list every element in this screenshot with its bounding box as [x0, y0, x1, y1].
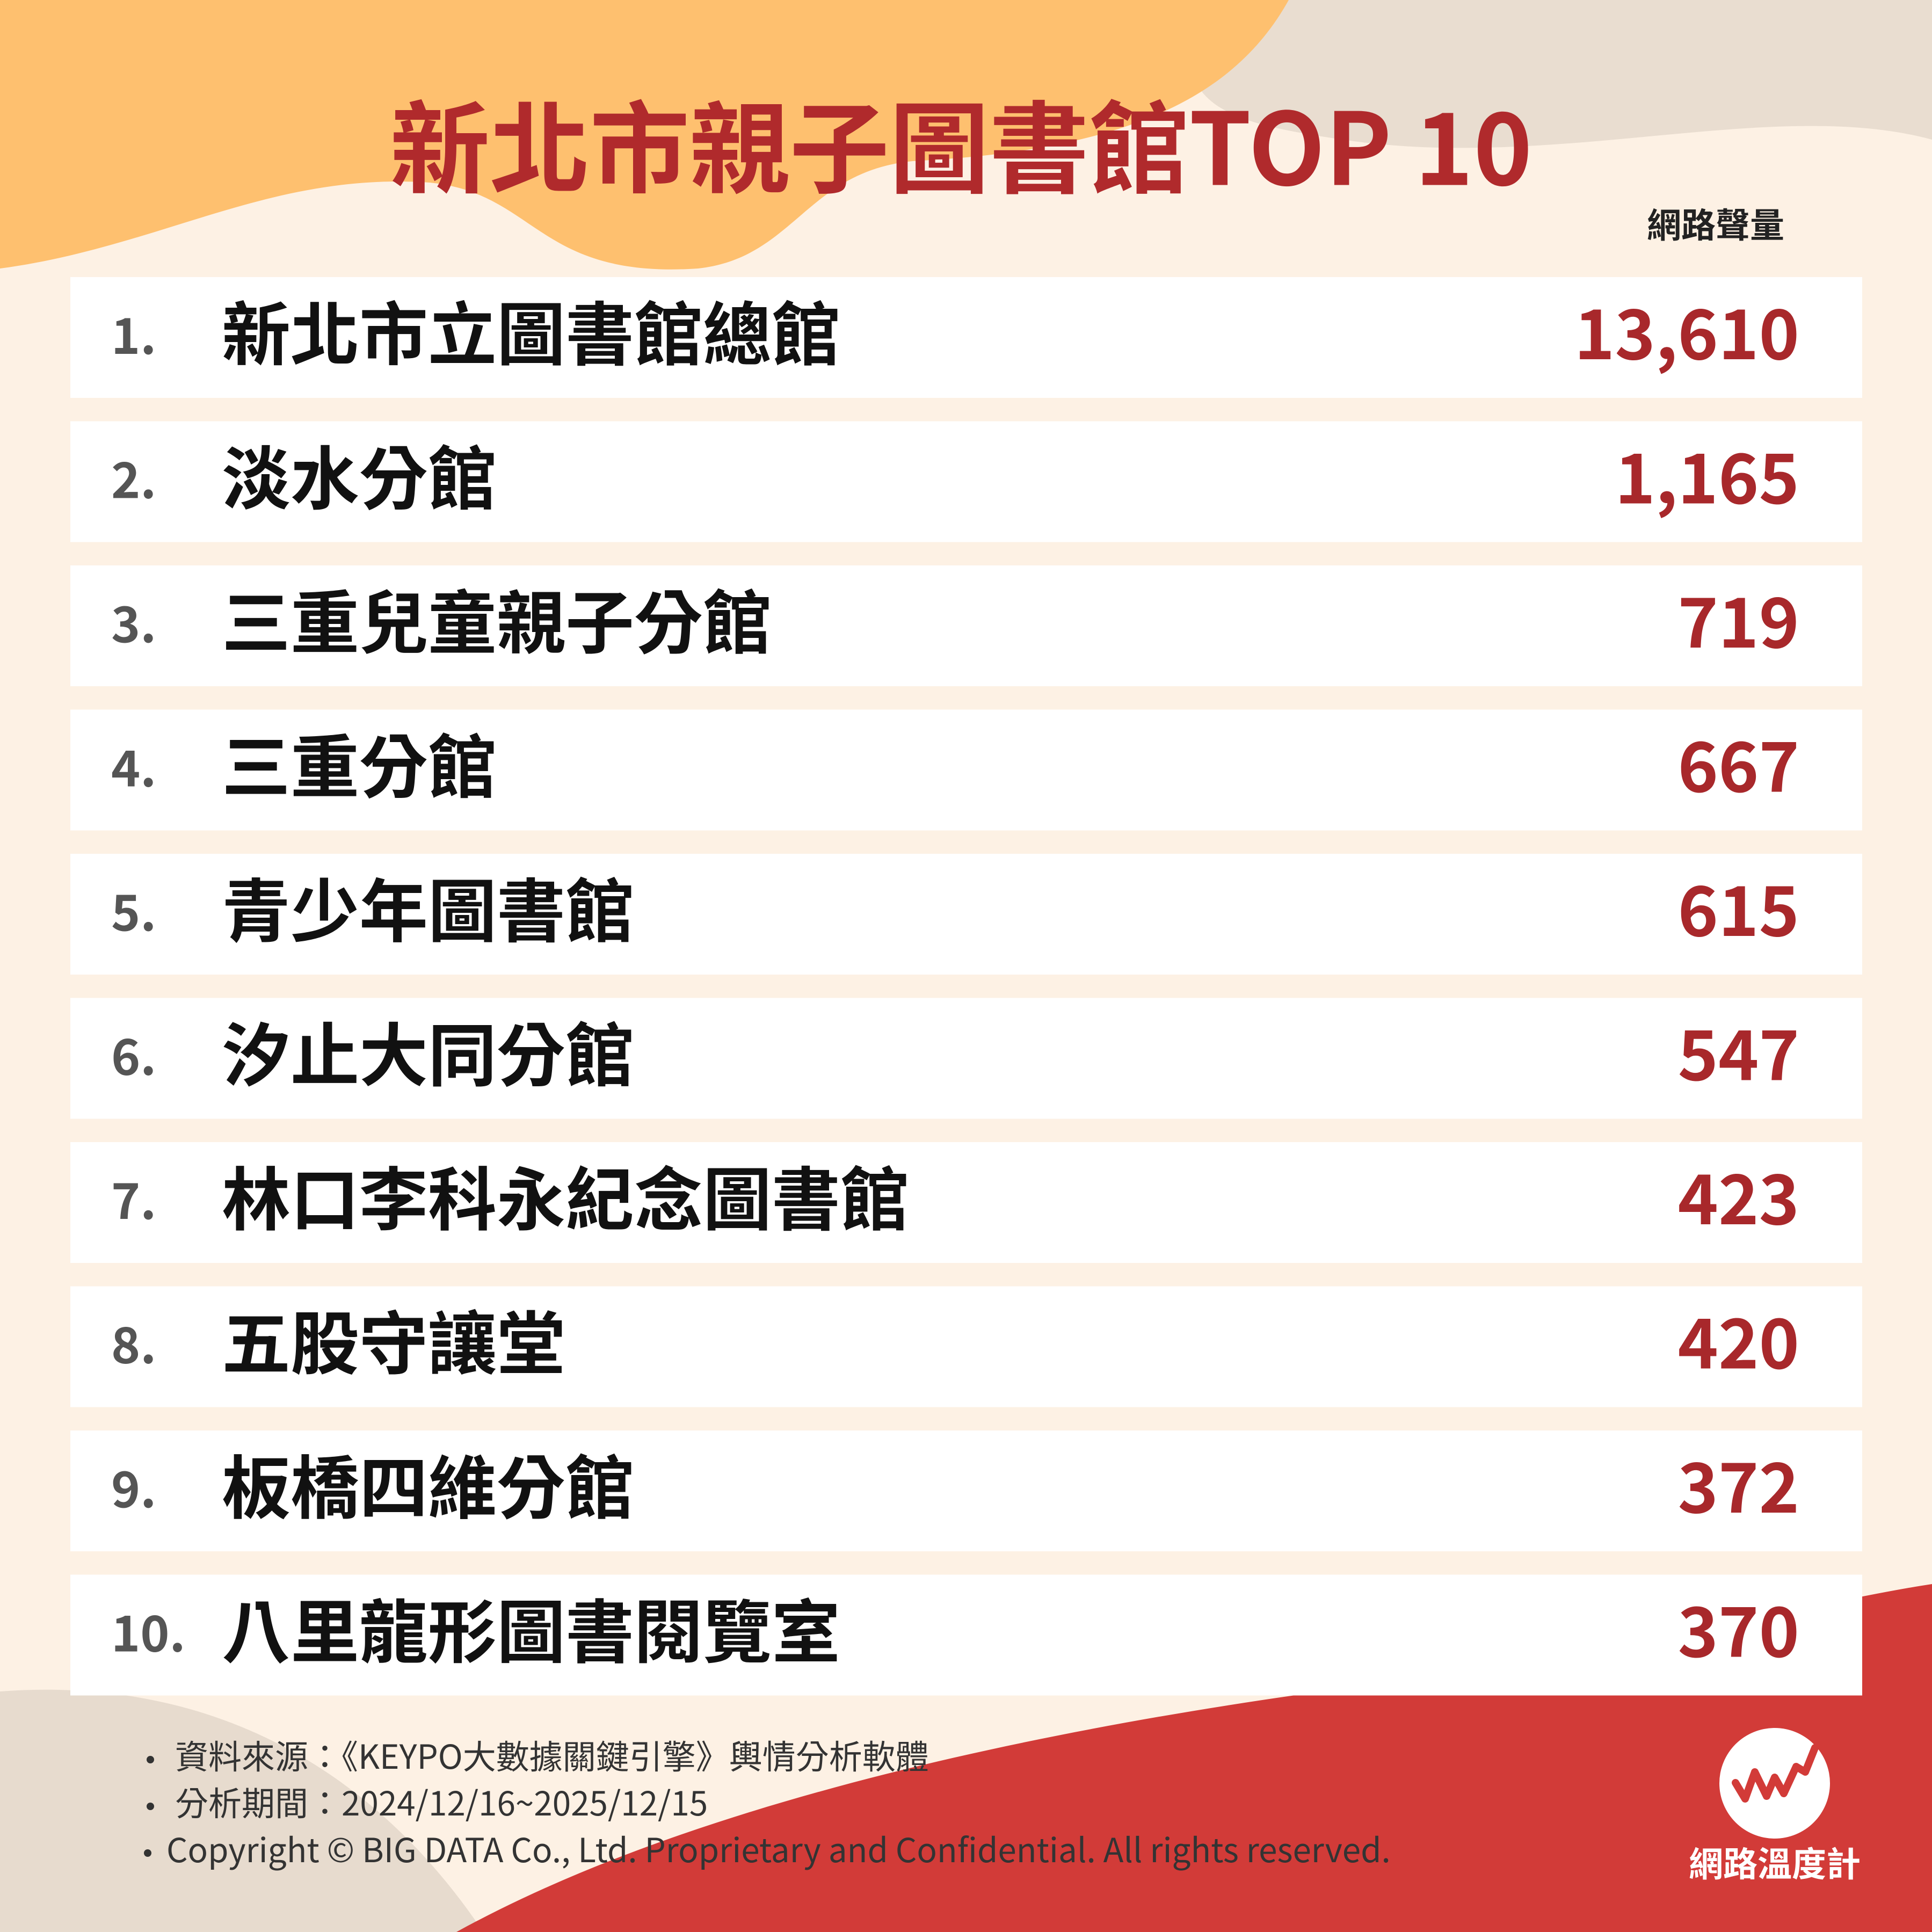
row-background [70, 1286, 1862, 1407]
library-name: 八里龍形圖書閱覽室 [222, 1577, 840, 1676]
library-name: 汐止大同分館 [222, 1000, 634, 1100]
rank: 5. [111, 874, 156, 945]
rank: 10. [111, 1594, 185, 1666]
bullet [147, 1756, 154, 1763]
row-background [70, 421, 1862, 542]
ranking-table: 1. 新北市立圖書館總館 13,610 2. 淡水分館 1,165 3. 三重兒童親子分館 71… [70, 277, 1862, 1696]
row-background [70, 1142, 1862, 1263]
footer-note: 資料來源：《KEYPO大數據關鍵引擎》輿情分析軟體 [175, 1730, 929, 1778]
library-name: 新北市立圖書館總館 [222, 280, 840, 379]
library-name: 三重分館 [222, 712, 497, 811]
row-background [70, 1574, 1862, 1696]
logo-text: 網路溫度計 [1689, 1837, 1861, 1886]
rank: 6. [111, 1018, 156, 1089]
table-row: 8. 五股守讓堂 420 [70, 1286, 1862, 1407]
library-name: 青少年圖書館 [222, 856, 634, 956]
table-row: 2. 淡水分館 1,165 [70, 421, 1862, 542]
table-row: 1. 新北市立圖書館總館 13,610 [70, 277, 1862, 398]
rank: 8. [111, 1306, 156, 1377]
volume: 719 [1677, 568, 1799, 667]
bg-shape [0, 1689, 483, 1932]
rank: 7. [111, 1162, 156, 1233]
volume: 423 [1677, 1145, 1799, 1244]
rank: 9. [111, 1450, 156, 1522]
row-background [70, 709, 1862, 831]
title: 新北市親子圖書館TOP 10 [390, 69, 1532, 214]
logo-wave [1732, 1744, 1819, 1803]
rank: 4. [111, 729, 156, 801]
library-name: 板橋四維分館 [222, 1433, 634, 1532]
table-row: 5. 青少年圖書館 615 [70, 854, 1862, 975]
rank: 1. [111, 297, 156, 368]
row-background [70, 854, 1862, 975]
library-name: 五股守讓堂 [222, 1289, 565, 1388]
table-row: 7. 林口李科永紀念圖書館 423 [70, 1142, 1862, 1263]
volume: 420 [1677, 1289, 1799, 1388]
footer-note: Copyright © BIG DATA Co., Ltd. Proprieta… [166, 1824, 1391, 1872]
volume: 1,165 [1615, 424, 1799, 523]
bg-shape [0, 0, 1289, 270]
row-background [70, 565, 1862, 686]
volume: 13,610 [1574, 280, 1799, 379]
bullet [147, 1803, 154, 1810]
table-row: 9. 板橋四維分館 372 [70, 1430, 1862, 1551]
volume: 615 [1677, 856, 1799, 956]
bg-shape [1191, 0, 1932, 148]
column-label: 網路聲量 [1647, 198, 1784, 248]
footer-notes: 資料來源：《KEYPO大數據關鍵引擎》輿情分析軟體分析期間：2024/12/16… [144, 1730, 1391, 1872]
footer-note: 分析期間：2024/12/16~2025/12/15 [175, 1777, 708, 1825]
library-name: 淡水分館 [222, 424, 497, 523]
table-row: 3. 三重兒童親子分館 719 [70, 565, 1862, 686]
table-row: 10. 八里龍形圖書閱覽室 370 [70, 1574, 1862, 1696]
volume: 372 [1677, 1433, 1799, 1532]
library-name: 三重兒童親子分館 [222, 568, 772, 667]
row-background [70, 1430, 1862, 1551]
volume: 370 [1677, 1577, 1799, 1676]
rank: 3. [111, 585, 156, 657]
table-row: 6. 汐止大同分館 547 [70, 998, 1862, 1119]
bullet [144, 1849, 151, 1857]
row-background [70, 277, 1862, 398]
library-name: 林口李科永紀念圖書館 [222, 1145, 909, 1244]
rank: 2. [111, 441, 156, 512]
volume: 547 [1677, 1000, 1799, 1100]
volume: 667 [1677, 712, 1799, 811]
table-row: 4. 三重分館 667 [70, 709, 1862, 831]
row-background [70, 998, 1862, 1119]
